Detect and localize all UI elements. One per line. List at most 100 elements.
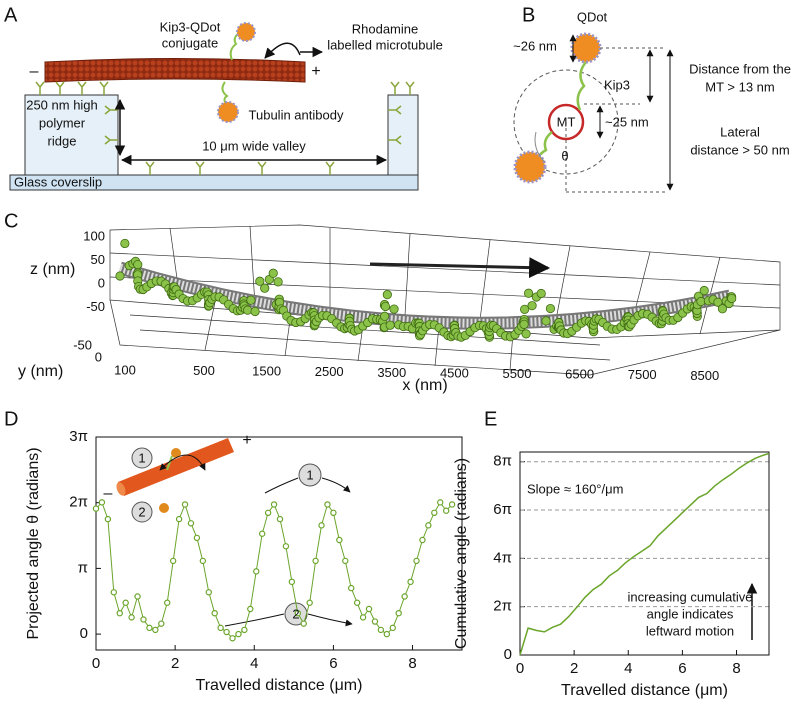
x-tick-label: 4500 (440, 365, 469, 380)
y-tick-label: 6π (493, 501, 512, 518)
annotation: Tubulin antibody (249, 107, 344, 122)
y-tick-label: 2π (69, 494, 88, 511)
data-point (158, 620, 165, 627)
panel-label: D (4, 408, 18, 430)
x-tick-label: 2 (171, 655, 179, 672)
x-tick-label: 2 (570, 660, 578, 677)
annotation: leftward motion (646, 623, 734, 638)
y-tick-label: 3π (69, 428, 88, 445)
x-tick-label: 2500 (315, 364, 344, 379)
bead (115, 271, 125, 281)
x-tick-label: 8500 (690, 368, 719, 383)
bead (389, 304, 399, 314)
bead (520, 304, 530, 314)
annotation: ~26 nm (513, 38, 557, 53)
bead (255, 276, 265, 286)
annotation: – (30, 63, 39, 80)
y-tick-label: 8π (493, 453, 512, 470)
annotation: QDot (577, 9, 608, 24)
data-point (223, 628, 230, 636)
data-point (383, 630, 391, 638)
y-tick-label: -50 (73, 337, 92, 352)
annotation: MT > 13 nm (705, 79, 774, 94)
bead (385, 320, 395, 330)
panel-label: B (522, 4, 535, 26)
data-point (217, 624, 224, 632)
bead (717, 304, 728, 314)
data-point (312, 557, 319, 565)
annotation: Lateral (720, 124, 760, 139)
data-point (241, 626, 248, 634)
x-tick-label: 5500 (503, 366, 532, 381)
z-tick-label: 0 (98, 275, 105, 290)
z-tick-label: 50 (91, 252, 105, 267)
data-point (359, 614, 367, 621)
annotation: 250 nm high (26, 97, 98, 112)
data-point (193, 534, 201, 542)
annotation: + (311, 63, 320, 80)
data-point (442, 507, 450, 514)
annotation: Glass coverslip (14, 174, 102, 189)
bead (380, 301, 391, 312)
data-point (152, 626, 159, 634)
bead (273, 277, 283, 287)
data-point (258, 530, 266, 537)
x-tick-label: 4 (250, 655, 258, 672)
y-tick-label: 0 (95, 349, 102, 364)
annotation: MT (557, 114, 576, 129)
x-tick-label: 8 (408, 655, 416, 672)
annotation: Kip3-QDot (160, 19, 221, 34)
bead (120, 238, 130, 249)
panel-a-drawing (9, 22, 419, 191)
data-point (187, 520, 195, 527)
data-line (519, 452, 770, 656)
data-point (407, 578, 414, 586)
data-point (389, 624, 396, 632)
data-point (353, 599, 361, 606)
y-tick-label: 4π (493, 549, 512, 566)
axis-label: z (nm) (30, 261, 75, 278)
bead (527, 301, 537, 311)
data-point (413, 557, 420, 565)
bead (523, 288, 534, 298)
data-point (146, 624, 153, 632)
data-point (169, 557, 177, 565)
annotation: labelled microtubule (327, 37, 443, 52)
data-point (377, 626, 385, 634)
data-point (336, 536, 343, 544)
data-point (134, 593, 141, 600)
data-point (371, 618, 379, 625)
annotation: 10 μm wide valley (202, 138, 306, 153)
annotation: Kip3 (604, 77, 630, 92)
data-point (164, 599, 171, 606)
annotation: 2 (138, 504, 145, 519)
x-tick-label: 7500 (628, 367, 657, 382)
data-point (128, 614, 135, 621)
data-point (270, 501, 278, 508)
annotation: θ (561, 148, 568, 163)
data-point (318, 522, 325, 529)
data-point (140, 616, 147, 623)
x-tick-label: 8 (732, 660, 740, 677)
bead (521, 329, 531, 339)
data-point (276, 515, 284, 523)
x-axis-label: Travelled distance (μm) (196, 677, 363, 694)
bead (243, 305, 253, 315)
data-point (116, 609, 123, 617)
x-tick-label: 0 (92, 655, 100, 672)
y-tick-label: π (78, 559, 88, 576)
data-point (98, 499, 106, 506)
data-point (294, 609, 301, 617)
panel-label: E (484, 408, 497, 430)
bead (727, 293, 737, 304)
annotation: increasing cumulative (627, 589, 752, 604)
data-point (419, 536, 426, 544)
x-axis-label: Travelled distance (μm) (561, 682, 728, 699)
data-point (288, 578, 296, 586)
axis-label: x (nm) (402, 377, 447, 394)
x-tick-label: 3500 (377, 365, 406, 380)
annotation: – (104, 485, 113, 502)
annotation: Slope ≈ 160°/μm (527, 481, 623, 496)
data-point (395, 609, 402, 617)
